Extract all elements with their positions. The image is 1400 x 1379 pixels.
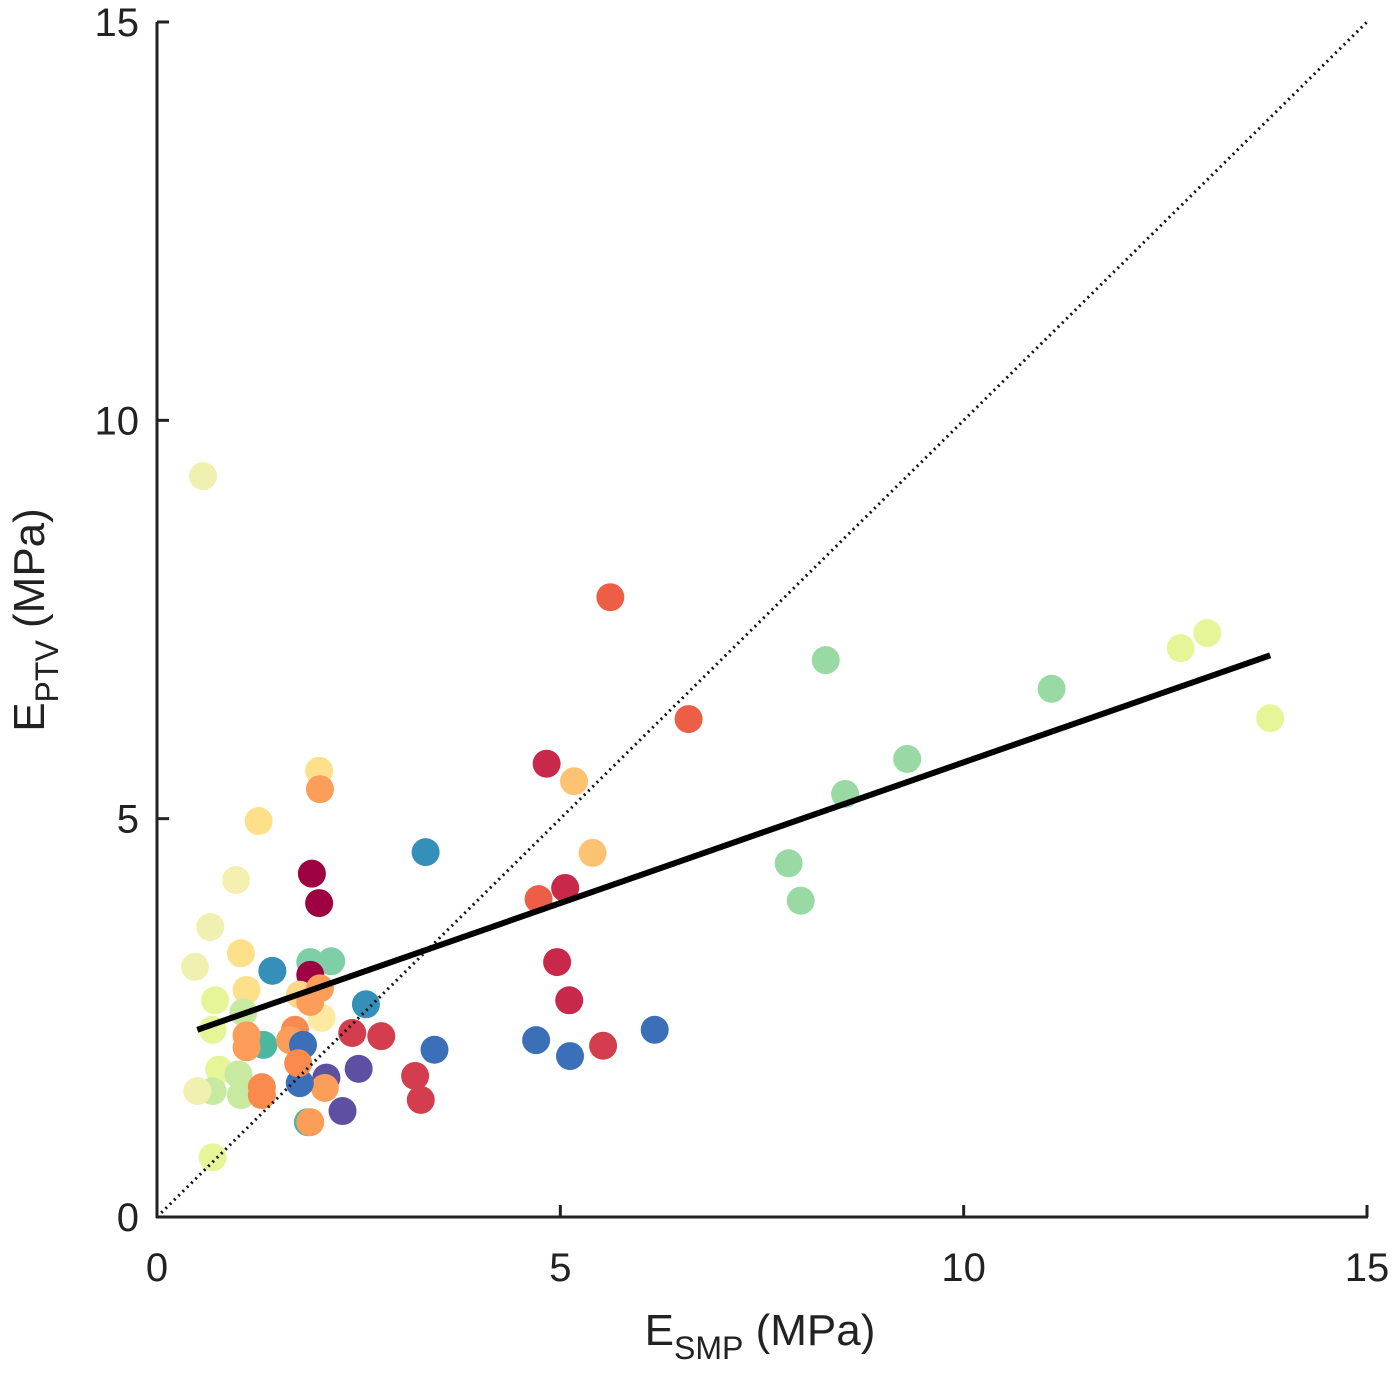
data-point xyxy=(258,956,287,985)
y-tick-label: 0 xyxy=(117,1196,139,1240)
data-point xyxy=(774,849,803,878)
data-point xyxy=(305,775,334,804)
data-point xyxy=(180,952,209,981)
y-tick-label: 5 xyxy=(117,798,139,842)
data-point xyxy=(338,1018,367,1047)
x-tick-label: 10 xyxy=(941,1246,986,1290)
data-point xyxy=(786,886,815,915)
data-point xyxy=(551,873,580,902)
x-tick-label: 15 xyxy=(1345,1246,1390,1290)
data-point xyxy=(317,947,346,976)
data-point xyxy=(411,838,440,867)
data-point xyxy=(244,807,273,836)
data-point xyxy=(401,1061,430,1090)
data-point xyxy=(344,1054,373,1083)
data-point xyxy=(596,583,625,612)
regression-line xyxy=(196,652,1272,1033)
data-point xyxy=(188,462,217,491)
data-point xyxy=(522,1026,551,1055)
data-point xyxy=(198,1143,227,1172)
data-point xyxy=(297,859,326,888)
x-axis-label: ESMP (MPa) xyxy=(645,1306,876,1366)
data-point xyxy=(224,1060,253,1089)
data-point xyxy=(589,1031,618,1060)
data-point xyxy=(183,1077,212,1106)
x-tick-label: 5 xyxy=(549,1246,571,1290)
data-point xyxy=(555,986,584,1015)
data-point xyxy=(226,1081,255,1110)
data-point xyxy=(232,975,261,1004)
data-point xyxy=(232,1033,261,1062)
data-point xyxy=(406,1085,435,1114)
data-point xyxy=(420,1035,449,1064)
data-point xyxy=(640,1015,669,1044)
data-point xyxy=(811,646,840,675)
data-point xyxy=(351,990,380,1019)
data-point xyxy=(1256,704,1285,733)
data-point xyxy=(305,889,334,918)
one-to-one-line xyxy=(155,20,1369,1219)
plot-area xyxy=(155,20,1369,1219)
ticks: 0 5 10 15 0 5 10 15 xyxy=(95,1,1390,1290)
data-point xyxy=(674,705,703,734)
data-point xyxy=(1037,674,1066,703)
data-point xyxy=(543,948,572,977)
data-point xyxy=(284,1049,313,1078)
data-point xyxy=(560,767,589,796)
x-tick-label: 0 xyxy=(146,1246,168,1290)
data-point xyxy=(367,1022,396,1051)
data-point xyxy=(196,913,225,942)
axes xyxy=(155,22,1368,1219)
data-point xyxy=(328,1097,357,1126)
data-point xyxy=(1193,619,1222,648)
data-point xyxy=(1166,634,1195,663)
data-point xyxy=(201,986,230,1015)
y-tick-label: 10 xyxy=(95,399,140,443)
data-point xyxy=(532,749,561,778)
data-point xyxy=(296,1108,325,1137)
data-point xyxy=(310,1073,339,1102)
data-point xyxy=(893,744,922,773)
y-axis-label: EPTV (MPa) xyxy=(5,508,65,732)
y-tick-label: 15 xyxy=(95,1,140,45)
data-point xyxy=(226,939,255,968)
data-point xyxy=(556,1042,585,1071)
data-point xyxy=(222,866,251,895)
data-point xyxy=(578,838,607,867)
data-point xyxy=(247,1081,276,1110)
